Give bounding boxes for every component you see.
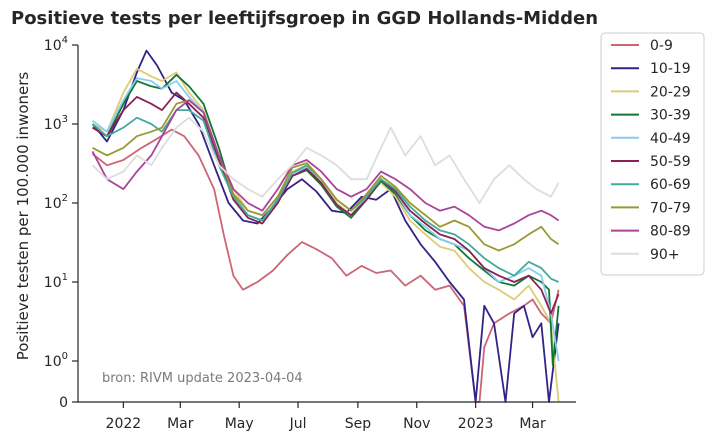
legend: 0-9 10-19 20-29 30-39 40-49 50-59 60-69 70-79 80…	[600, 32, 705, 276]
legend-label-60-69: 60-69	[650, 177, 691, 193]
legend-label-30-39: 30-39	[650, 108, 691, 124]
x-tick-label: May	[225, 416, 254, 432]
x-tick-label: 2022	[106, 416, 142, 432]
legend-label-20-29: 20-29	[650, 84, 691, 100]
x-tick-label: Nov	[403, 416, 430, 432]
x-tick-label: Mar	[167, 416, 194, 432]
legend-box	[600, 32, 705, 276]
legend-label-50-59: 50-59	[650, 154, 691, 170]
axes-layer: 0 100 101 102 103 104 2022 Mar May Jul Sep Nov 2023 M…	[44, 35, 576, 432]
legend-label-90+: 90+	[650, 247, 680, 263]
legend-label-40-49: 40-49	[650, 131, 691, 147]
y-tick-label: 104	[44, 35, 68, 54]
legend-label-80-89: 80-89	[650, 224, 691, 240]
legend-label-10-19: 10-19	[650, 61, 691, 77]
series-line-40-49	[91, 77, 560, 362]
series-line-20-29	[92, 67, 560, 403]
y-tick-label: 100	[44, 351, 68, 370]
series-line-90+	[91, 116, 560, 204]
series-layer	[91, 49, 560, 403]
series-line-80-89	[91, 99, 560, 232]
y-tick-label: 103	[44, 114, 68, 133]
y-tick-label: 101	[44, 272, 68, 291]
x-tick-label: Jul	[289, 416, 307, 432]
y-tick-label: 102	[44, 193, 68, 212]
chart-title: Positieve tests per leeftijfsgroep in GG…	[11, 8, 598, 29]
series-line-0-9	[91, 128, 560, 403]
series-line-10-19	[91, 49, 560, 403]
legend-label-0-9: 0-9	[650, 38, 673, 54]
x-tick-label: Sep	[345, 416, 372, 432]
source-annotation: bron: RIVM update 2023-04-04	[102, 371, 303, 386]
x-tick-label: Mar	[519, 416, 546, 432]
series-line-30-39	[92, 73, 560, 366]
series-line-70-79	[92, 99, 560, 252]
y-axis-label: Positieve testen per 100.000 inwoners	[14, 72, 32, 361]
legend-label-70-79: 70-79	[650, 200, 691, 216]
y-tick-label: 0	[59, 395, 68, 411]
x-tick-label: 2023	[458, 416, 494, 432]
series-line-50-59	[92, 91, 560, 315]
